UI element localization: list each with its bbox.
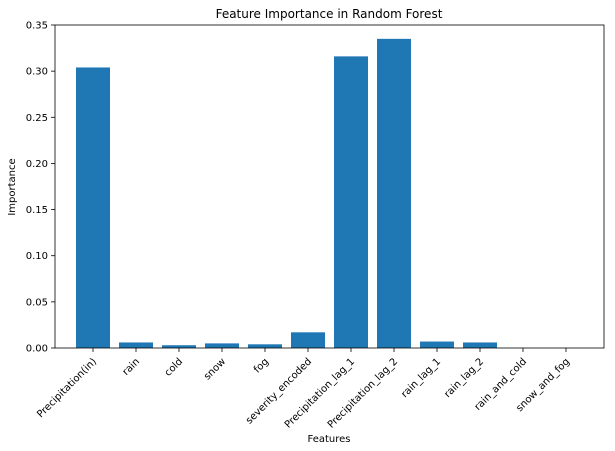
x-tick-label: fog [252,356,271,375]
x-tick-label: Precipitation(in) [35,356,99,420]
x-tick-label: rain_lag_2 [442,356,486,400]
y-tick-label: 0.10 [26,251,48,262]
bar-rain_lag_1 [420,341,454,348]
x-tick-label: cold [163,356,185,378]
x-tick-label: snow [202,356,228,382]
bar-cold [162,345,196,348]
x-tick-label: rain [121,356,142,377]
y-tick-label: 0.15 [26,205,48,216]
y-tick-label: 0.35 [26,21,48,32]
x-axis-label: Features [308,434,351,445]
bar-Precipitation(in) [76,67,110,348]
y-tick-label: 0.05 [26,297,48,308]
bar-snow [205,343,239,348]
bar-rain_lag_2 [463,342,497,348]
x-axis: Precipitation(in) rain cold snow fogseverity… [35,348,572,431]
y-axis: 0.00 0.05 0.10 0.15 0.20 0.25 0.30 0.35 [26,21,55,355]
chart-title: Feature Importance in Random Forest [216,7,443,21]
y-tick-label: 0.20 [26,159,48,170]
bar-Precipitation_lag_1 [334,56,368,348]
y-tick-label: 0.00 [26,344,48,355]
y-tick-label: 0.30 [26,67,48,78]
y-axis-label: Importance [7,158,18,215]
bar-fog [248,344,282,348]
y-tick-label: 0.25 [26,113,48,124]
bar-rain [119,342,153,348]
x-tick-label: rain_lag_1 [399,356,443,400]
bars-layer [76,38,497,349]
bar-Precipitation_lag_2 [377,38,411,349]
plot-frame [54,24,605,349]
bar-severity_encoded [291,332,325,348]
